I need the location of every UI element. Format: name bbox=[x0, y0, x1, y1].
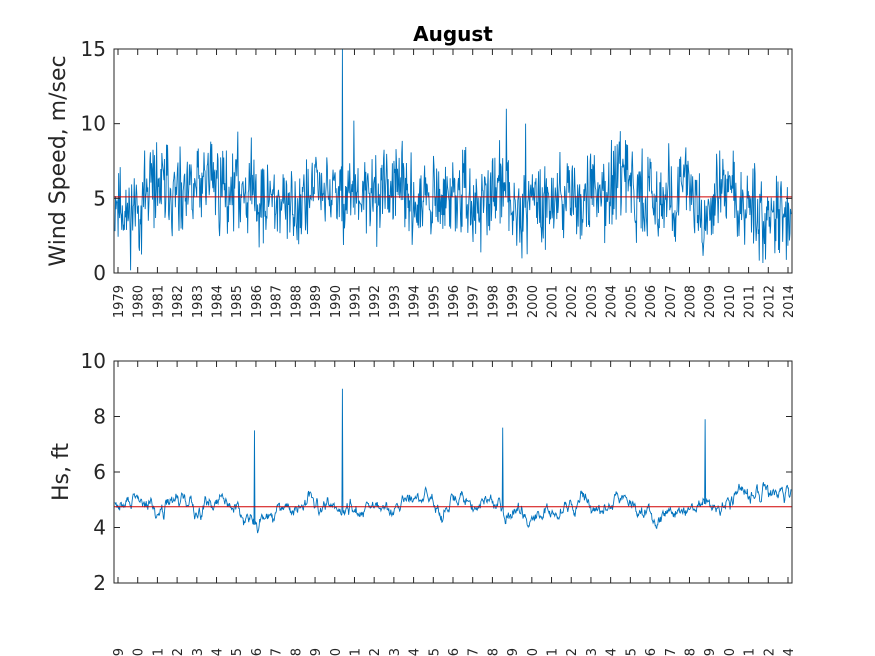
x-tick-label: 1998 bbox=[486, 285, 501, 318]
x-tick-label: 1979 bbox=[112, 648, 127, 656]
x-tick-label: 1982 bbox=[171, 285, 186, 318]
x-tick-label: 2011 bbox=[743, 285, 758, 318]
x-tick-label: 1995 bbox=[427, 285, 442, 318]
x-tick-label: 2003 bbox=[585, 648, 600, 656]
data-series-line bbox=[114, 48, 792, 271]
y-tick-label: 15 bbox=[81, 37, 106, 61]
x-tick-label: 2005 bbox=[624, 648, 639, 656]
x-tick-label: 1983 bbox=[191, 285, 206, 318]
x-tick-label: 1999 bbox=[506, 285, 521, 318]
x-tick-label: 1989 bbox=[309, 285, 324, 318]
x-tick-label: 1991 bbox=[348, 285, 363, 318]
x-tick-label: 2014 bbox=[782, 648, 797, 656]
x-tick-label: 2006 bbox=[644, 285, 659, 318]
x-tick-label: 2003 bbox=[585, 285, 600, 318]
x-tick-label: 1989 bbox=[309, 648, 324, 656]
x-tick-label: 1993 bbox=[388, 648, 403, 656]
x-tick-label: 2001 bbox=[546, 285, 561, 318]
x-tick-label: 1996 bbox=[447, 648, 462, 656]
x-tick-label: 1988 bbox=[289, 648, 304, 656]
x-tick-label: 1982 bbox=[171, 648, 186, 656]
x-tick-label: 2014 bbox=[782, 285, 797, 318]
data-series-line bbox=[114, 388, 792, 534]
x-tick-label: 1983 bbox=[191, 648, 206, 656]
y-tick-label: 2 bbox=[93, 571, 106, 595]
x-tick-label: 1999 bbox=[506, 648, 521, 656]
x-tick-label: 2012 bbox=[762, 285, 777, 318]
x-tick-label: 1987 bbox=[270, 285, 285, 318]
x-tick-label: 2010 bbox=[723, 285, 738, 318]
x-tick-label: 1994 bbox=[408, 285, 423, 318]
y-axis-label: Wind Speed, m/sec bbox=[46, 55, 71, 266]
x-tick-label: 2002 bbox=[565, 648, 580, 656]
x-tick-label: 1992 bbox=[368, 648, 383, 656]
axes-box bbox=[113, 360, 793, 584]
x-tick-label: 2004 bbox=[605, 285, 620, 318]
x-tick-label: 1980 bbox=[132, 285, 147, 318]
x-tick-label: 2005 bbox=[624, 285, 639, 318]
x-tick-label: 1997 bbox=[467, 285, 482, 318]
y-tick-label: 4 bbox=[93, 516, 106, 540]
x-tick-label: 2000 bbox=[526, 285, 541, 318]
x-tick-label: 2009 bbox=[703, 285, 718, 318]
x-tick-label: 1990 bbox=[329, 285, 344, 318]
x-tick-label: 1986 bbox=[250, 285, 265, 318]
x-tick-label: 1984 bbox=[211, 648, 226, 656]
y-tick-label: 8 bbox=[93, 405, 106, 429]
wind-speed-panel: 0 5 10 15 1979 1980 1981 1982 1983 1984 1985 1986 19… bbox=[46, 37, 797, 318]
x-tick-label: 2012 bbox=[762, 648, 777, 656]
chart-title: August bbox=[413, 22, 493, 46]
x-tick-label: 1984 bbox=[211, 285, 226, 318]
x-tick-label: 2007 bbox=[664, 285, 679, 318]
x-tick-label: 1980 bbox=[132, 648, 147, 656]
axes-box bbox=[113, 48, 793, 274]
x-tick-label: 1987 bbox=[270, 648, 285, 656]
x-tick-label: 1986 bbox=[250, 648, 265, 656]
x-tick-label: 2006 bbox=[644, 648, 659, 656]
x-tick-label: 1990 bbox=[329, 648, 344, 656]
x-tick-label: 1992 bbox=[368, 285, 383, 318]
wave-height-panel: 2 4 6 8 10 1979 1980 1981 1982 1983 1984 1985 1986 19… bbox=[49, 349, 797, 656]
x-tick-label: 1997 bbox=[467, 648, 482, 656]
y-tick-label: 6 bbox=[93, 460, 106, 484]
x-tick-label: 1988 bbox=[289, 285, 304, 318]
x-tick-label: 2002 bbox=[565, 285, 580, 318]
y-tick-label: 10 bbox=[81, 349, 106, 373]
x-tick-label: 2010 bbox=[723, 648, 738, 656]
x-tick-label: 1981 bbox=[151, 648, 166, 656]
x-tick-label: 2000 bbox=[526, 648, 541, 656]
x-tick-label: 2001 bbox=[546, 648, 561, 656]
y-tick-label: 10 bbox=[81, 112, 106, 136]
x-tick-label: 1981 bbox=[151, 285, 166, 318]
x-tick-label: 2011 bbox=[743, 648, 758, 656]
x-tick-label: 2008 bbox=[683, 648, 698, 656]
y-tick-label: 0 bbox=[93, 261, 106, 285]
x-tick-label: 1979 bbox=[112, 285, 127, 318]
x-tick-label: 1991 bbox=[348, 648, 363, 656]
x-tick-label: 1985 bbox=[230, 285, 245, 318]
x-tick-label: 1996 bbox=[447, 285, 462, 318]
x-tick-label: 1993 bbox=[388, 285, 403, 318]
x-tick-label: 2009 bbox=[703, 648, 718, 656]
y-axis-label: Hs, ft bbox=[49, 443, 74, 501]
x-tick-label: 2004 bbox=[605, 648, 620, 656]
x-tick-label: 1998 bbox=[486, 648, 501, 656]
x-tick-label: 2008 bbox=[683, 285, 698, 318]
x-tick-label: 1994 bbox=[408, 648, 423, 656]
x-tick-label: 1985 bbox=[230, 648, 245, 656]
x-tick-label: 1995 bbox=[427, 648, 442, 656]
y-tick-label: 5 bbox=[93, 186, 106, 210]
x-tick-label: 2007 bbox=[664, 648, 679, 656]
